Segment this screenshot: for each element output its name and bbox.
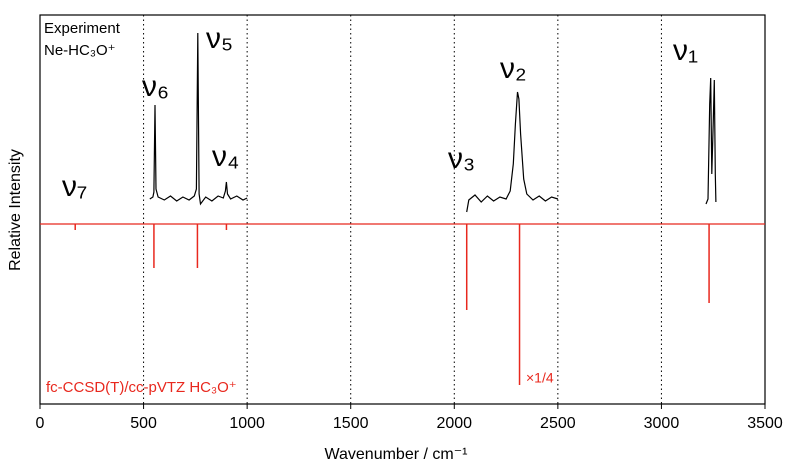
calc-label: fc-CCSD(T)/cc-pVTZ HC₃O⁺ — [46, 379, 237, 396]
x-tick-label: 3500 — [747, 415, 783, 432]
legend-text: Ne-HC₃O⁺ — [44, 42, 116, 59]
mode-label: ν₄ — [212, 140, 239, 173]
x-tick-label: 500 — [130, 415, 157, 432]
plot-frame — [39, 14, 766, 405]
mode-label: ν₆ — [142, 70, 169, 103]
legend-text: Experiment — [44, 20, 121, 37]
spectrum-line — [149, 32, 717, 213]
mode-label: ν₃ — [448, 142, 475, 175]
scale-note: ×1/4 — [526, 370, 554, 386]
x-tick-label: 2000 — [436, 415, 472, 432]
mode-label: ν₂ — [500, 52, 527, 85]
x-tick-label: 0 — [36, 415, 45, 432]
x-axis-label: Wavenumber / cm⁻¹ — [325, 446, 468, 463]
y-axis-label: Relative Intensity — [7, 149, 24, 271]
x-tick-label: 1000 — [229, 415, 265, 432]
mode-label: ν₅ — [206, 22, 233, 55]
x-tick-label: 1500 — [333, 415, 369, 432]
x-tick-label: 2500 — [540, 415, 576, 432]
mode-label: ν₁ — [673, 34, 698, 67]
mode-label: ν₇ — [62, 170, 87, 203]
x-tick-label: 3000 — [644, 415, 680, 432]
